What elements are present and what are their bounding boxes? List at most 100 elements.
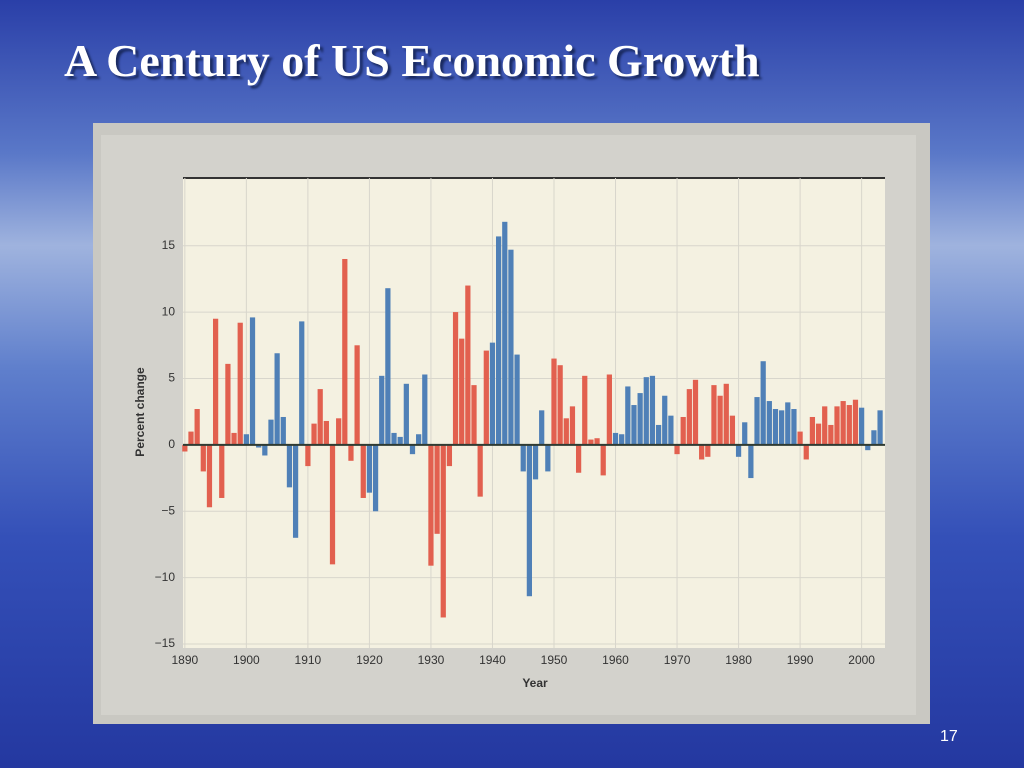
bar <box>588 439 594 445</box>
bar <box>674 444 680 455</box>
bar <box>366 444 373 493</box>
bar <box>625 386 631 445</box>
bar <box>822 406 828 445</box>
x-tick-label: 2000 <box>848 653 875 667</box>
bar <box>785 402 791 445</box>
bar <box>274 353 280 445</box>
bar <box>188 431 194 445</box>
bar <box>619 434 625 445</box>
x-tick-label: 1950 <box>541 653 568 667</box>
x-tick-label: 1990 <box>787 653 814 667</box>
bar <box>200 444 206 472</box>
bar <box>686 389 692 445</box>
bar <box>699 444 705 460</box>
bar <box>563 418 569 445</box>
bar <box>766 401 772 445</box>
bar <box>459 338 465 445</box>
bar <box>219 444 225 498</box>
bar <box>422 374 428 445</box>
bar <box>299 321 305 445</box>
bar <box>452 312 459 445</box>
bar <box>852 399 859 445</box>
bar <box>354 345 360 445</box>
bar <box>526 444 533 597</box>
bar <box>742 422 748 445</box>
bar <box>182 444 188 452</box>
bar <box>865 444 871 451</box>
bar <box>342 258 348 445</box>
bar <box>594 438 600 445</box>
bar <box>655 424 662 445</box>
bar <box>532 444 539 480</box>
bar <box>502 221 508 445</box>
bar <box>557 365 563 445</box>
bar <box>582 375 588 445</box>
y-axis-label: Percent change <box>133 367 147 457</box>
bar <box>668 415 674 445</box>
x-tick-label: 1980 <box>725 653 752 667</box>
x-tick-label: 1910 <box>295 653 322 667</box>
bar <box>305 444 311 467</box>
y-tick-label: 10 <box>162 304 176 318</box>
bar <box>440 444 446 618</box>
bar <box>649 375 656 445</box>
bar <box>600 444 606 476</box>
bar <box>237 322 243 445</box>
bar <box>631 405 637 445</box>
bar <box>360 444 366 498</box>
x-tick-label: 1940 <box>479 653 506 667</box>
bar <box>637 393 643 445</box>
bar <box>471 385 477 445</box>
bar <box>446 444 453 467</box>
bar <box>508 249 514 445</box>
bar <box>705 444 711 457</box>
x-tick-label: 1960 <box>602 653 629 667</box>
bar <box>840 401 846 445</box>
bar <box>249 317 256 445</box>
y-tick-label: −15 <box>155 636 176 650</box>
bar <box>692 379 699 445</box>
bar <box>194 409 200 445</box>
bar <box>575 444 582 473</box>
bar <box>643 377 649 445</box>
bar <box>791 409 797 445</box>
bar <box>859 407 865 445</box>
bar <box>496 236 502 445</box>
bar <box>729 415 736 445</box>
bar <box>723 383 729 445</box>
bar <box>465 285 471 445</box>
bar <box>514 354 520 445</box>
bar <box>385 288 391 445</box>
y-tick-label: 15 <box>162 238 176 252</box>
bar <box>735 444 742 457</box>
slide-title: A Century of US Economic Growth <box>64 35 760 86</box>
bar <box>231 432 237 445</box>
x-tick-label: 1900 <box>233 653 260 667</box>
bar <box>323 420 329 445</box>
bar <box>612 432 619 445</box>
bar <box>428 444 434 566</box>
bar <box>329 444 336 565</box>
bar <box>539 410 545 445</box>
bar <box>711 385 717 445</box>
bar <box>803 444 809 460</box>
y-tick-label: −5 <box>161 503 175 517</box>
bar <box>797 431 803 445</box>
bar <box>760 361 766 445</box>
slide-number: 17 <box>940 728 958 745</box>
bar <box>292 444 299 538</box>
bar <box>680 416 686 445</box>
bar <box>871 430 877 445</box>
bar <box>372 444 379 512</box>
x-tick-label: 1890 <box>171 653 198 667</box>
bar <box>348 444 354 461</box>
x-tick-label: 1930 <box>418 653 445 667</box>
bar <box>416 434 422 445</box>
bar <box>409 444 416 455</box>
bar <box>545 444 551 472</box>
bar <box>280 416 286 445</box>
bar <box>212 318 219 445</box>
bar <box>846 405 852 445</box>
bar <box>717 395 723 445</box>
